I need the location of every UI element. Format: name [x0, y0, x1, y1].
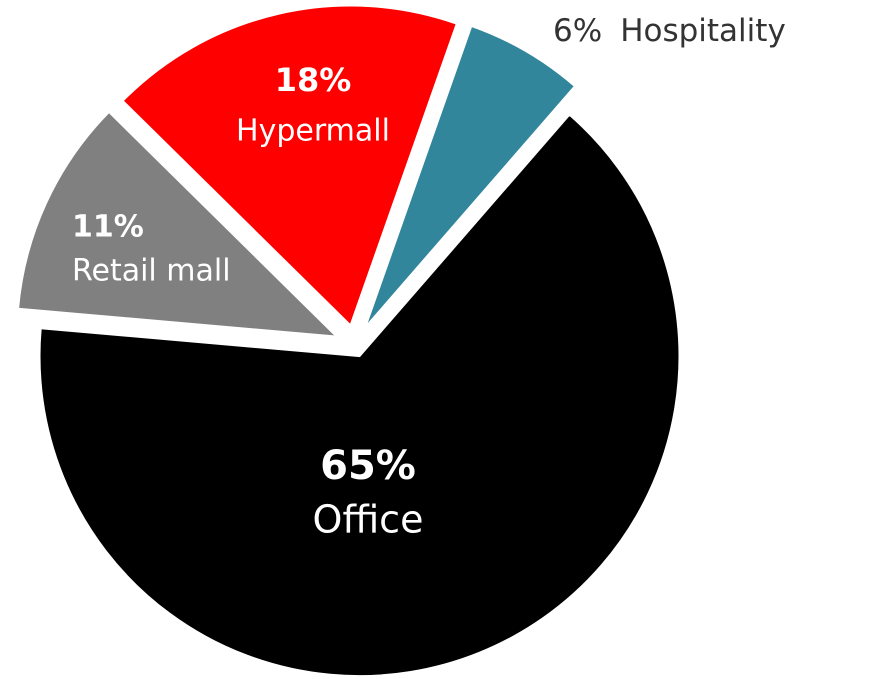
- value-label: 65%: [320, 443, 416, 489]
- value-label: 6%: [553, 13, 602, 49]
- pie-slice: [121, 4, 459, 328]
- category-label: Office: [313, 498, 424, 542]
- category-label: Hospitality: [620, 13, 786, 49]
- pie-slice: [16, 110, 340, 338]
- pie-slice: [38, 113, 681, 678]
- category-label: Hypermall: [236, 114, 390, 149]
- slice-label: 6% Hospitality: [553, 13, 786, 49]
- pie-slice: [364, 24, 577, 329]
- category-label: Retail mall: [72, 254, 231, 289]
- value-label: 11%: [72, 210, 144, 245]
- value-label: 18%: [275, 61, 352, 99]
